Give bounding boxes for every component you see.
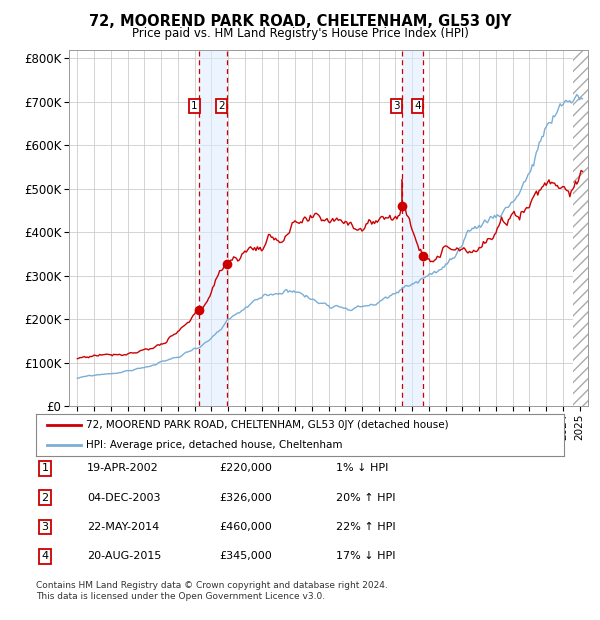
Bar [572,50,598,406]
Text: 19-APR-2002: 19-APR-2002 [87,463,159,473]
Text: £345,000: £345,000 [219,551,272,561]
Text: 04-DEC-2003: 04-DEC-2003 [87,493,161,503]
Text: 2: 2 [41,493,49,503]
Text: 1: 1 [41,463,49,473]
Text: 20% ↑ HPI: 20% ↑ HPI [336,493,395,503]
Text: 20-AUG-2015: 20-AUG-2015 [87,551,161,561]
Text: £220,000: £220,000 [219,463,272,473]
Text: 1: 1 [191,101,198,111]
Text: 4: 4 [415,101,421,111]
Text: This data is licensed under the Open Government Licence v3.0.: This data is licensed under the Open Gov… [36,592,325,601]
Text: £326,000: £326,000 [219,493,272,503]
Bar [199,50,227,406]
Text: 22-MAY-2014: 22-MAY-2014 [87,522,159,532]
Text: Contains HM Land Registry data © Crown copyright and database right 2024.: Contains HM Land Registry data © Crown c… [36,581,388,590]
Text: 72, MOOREND PARK ROAD, CHELTENHAM, GL53 0JY: 72, MOOREND PARK ROAD, CHELTENHAM, GL53 … [89,14,511,29]
Bar [402,50,423,406]
Text: 2: 2 [218,101,225,111]
Text: HPI: Average price, detached house, Cheltenham: HPI: Average price, detached house, Chel… [86,440,343,450]
Text: 72, MOOREND PARK ROAD, CHELTENHAM, GL53 0JY (detached house): 72, MOOREND PARK ROAD, CHELTENHAM, GL53 … [86,420,449,430]
Text: Price paid vs. HM Land Registry's House Price Index (HPI): Price paid vs. HM Land Registry's House … [131,27,469,40]
Text: 3: 3 [394,101,400,111]
Text: 4: 4 [41,551,49,561]
Text: 22% ↑ HPI: 22% ↑ HPI [336,522,395,532]
Text: 1% ↓ HPI: 1% ↓ HPI [336,463,388,473]
Text: £460,000: £460,000 [219,522,272,532]
Text: 17% ↓ HPI: 17% ↓ HPI [336,551,395,561]
Text: 3: 3 [41,522,49,532]
